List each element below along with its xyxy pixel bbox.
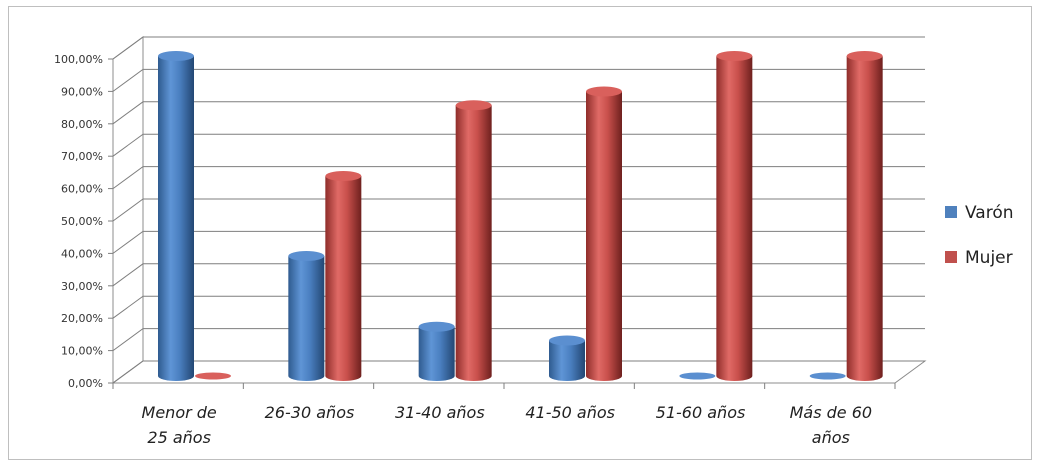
gridline <box>112 230 925 254</box>
bars <box>158 51 883 382</box>
bar-var-n <box>418 321 455 382</box>
bar-mujer <box>586 86 622 382</box>
bar-top <box>455 100 492 111</box>
y-tick-label: 100,00% <box>54 53 103 66</box>
category-label: Más de 60 <box>790 403 872 422</box>
y-tick-label: 80,00% <box>61 118 103 131</box>
legend-label: Mujer <box>965 248 1013 268</box>
category-label: Menor de <box>142 403 217 422</box>
bar-body <box>549 340 585 381</box>
bar-body <box>455 105 492 382</box>
bar-body <box>158 56 194 381</box>
bar-top <box>586 86 622 97</box>
bar-var-n <box>158 51 194 381</box>
gridline <box>112 360 925 384</box>
gridlines <box>108 36 925 389</box>
gridline <box>112 133 925 157</box>
category-label: 31-40 años <box>395 403 485 422</box>
y-tick-label: 10,00% <box>61 345 103 358</box>
legend-swatch <box>945 206 957 218</box>
gridline <box>112 198 925 222</box>
bar-body <box>586 91 622 382</box>
category-label: 51-60 años <box>656 403 746 422</box>
bar-top <box>288 251 325 261</box>
bar-base <box>809 372 846 380</box>
floor <box>111 360 927 384</box>
bar-top <box>158 51 194 61</box>
y-tick-label: 30,00% <box>61 280 103 293</box>
category-label: 26-30 años <box>265 403 355 422</box>
bar-top <box>549 335 585 346</box>
legend-label: Varón <box>965 203 1014 223</box>
bar-var-n <box>549 335 585 381</box>
y-axis-ticks: 0,00% 10,00% 20,00% 30,00% 40,00% 50,00% 60,00… <box>54 53 103 390</box>
gridline <box>112 328 925 352</box>
bar-body <box>288 256 325 382</box>
y-tick-label: 90,00% <box>61 85 103 98</box>
category-label: 41-50 años <box>525 403 615 422</box>
x-axis-labels: Menor de 25 años 26-30 años 31-40 años 41-50… <box>142 403 873 447</box>
bar-body <box>418 326 455 382</box>
category-label: años <box>812 428 850 447</box>
bar-top <box>418 321 455 332</box>
bar-top <box>846 51 883 61</box>
y-tick-label: 70,00% <box>61 150 103 163</box>
gridline <box>112 166 925 190</box>
y-tick-label: 0,00% <box>68 377 103 390</box>
bar-top <box>716 51 753 61</box>
bar-mujer <box>846 51 883 382</box>
bar-mujer <box>325 171 362 382</box>
bar-body <box>846 56 883 382</box>
gridline <box>112 263 925 287</box>
y-tick-label: 20,00% <box>61 312 103 325</box>
legend-swatch <box>945 251 957 263</box>
bar-base <box>679 372 716 380</box>
bar-var-n <box>809 372 846 380</box>
category-label: 25 años <box>147 428 211 447</box>
bar-mujer <box>455 100 492 382</box>
bar-top <box>325 171 362 181</box>
bar-var-n <box>679 372 716 380</box>
bar-mujer <box>195 372 231 380</box>
gridline <box>112 295 925 319</box>
bar-body <box>325 176 362 382</box>
y-tick-label: 40,00% <box>61 247 103 260</box>
gridline <box>112 68 925 92</box>
gridline <box>112 101 925 125</box>
bar-mujer <box>716 51 753 382</box>
y-tick-label: 60,00% <box>61 183 103 196</box>
legend: Varón Mujer <box>945 203 1014 268</box>
gridline <box>112 36 925 60</box>
bar-base <box>195 372 231 380</box>
y-tick-label: 50,00% <box>61 215 103 228</box>
chart-walls <box>111 36 927 384</box>
bar-body <box>716 56 753 382</box>
bar-var-n <box>288 251 325 382</box>
